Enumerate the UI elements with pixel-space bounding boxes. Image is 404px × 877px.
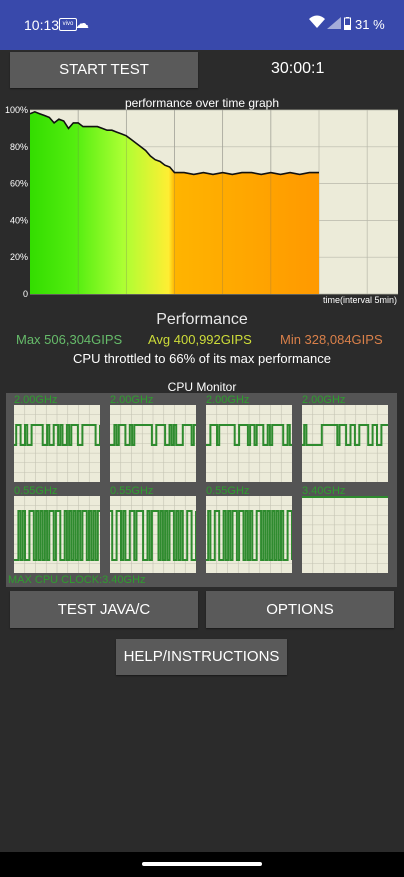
core-graph-6 <box>110 496 196 573</box>
test-java-c-button[interactable]: TEST JAVA/C <box>10 591 198 628</box>
core-graph-8 <box>302 496 388 573</box>
core-graph-2 <box>110 405 196 482</box>
avg-performance: Avg 400,992GIPS <box>148 332 252 347</box>
core-graph-7 <box>206 496 292 573</box>
core-frequency-trace <box>302 424 388 446</box>
core-graph-3 <box>206 405 292 482</box>
core-trace-canvas <box>110 496 196 573</box>
performance-line <box>29 110 319 176</box>
core-graph-1 <box>14 405 100 482</box>
graph-title: performance over time graph <box>124 96 280 110</box>
graph-y-tick-label: 100% <box>5 105 28 115</box>
help-instructions-button[interactable]: HELP/INSTRUCTIONS <box>116 639 287 675</box>
graph-y-tick-label: 60% <box>10 179 28 189</box>
core-graph-5 <box>14 496 100 573</box>
test-timer: 30:00:1 <box>271 60 325 77</box>
graph-y-tick-label: 80% <box>10 142 28 152</box>
graph-y-tick-label: 0 <box>23 289 28 299</box>
start-test-button[interactable]: START TEST <box>10 52 198 88</box>
battery-icon <box>344 17 351 30</box>
performance-graph: 100% 80% 60% 40% 20% 0 time(interval 5min) <box>5 105 398 305</box>
core-label-7: 0.55GHz <box>206 485 250 497</box>
max-performance: Max 506,304GIPS <box>16 332 123 347</box>
performance-area <box>30 111 319 294</box>
cpu-monitor-panel: 2.00GHz 2.00GHz 2.00GHz 2.00GHz 0.55GHz … <box>6 393 397 587</box>
core-label-2: 2.00GHz <box>110 394 154 406</box>
core-frequency-trace <box>14 510 100 561</box>
core-label-1: 2.00GHz <box>14 394 58 406</box>
cloud-icon: ☁ <box>75 15 89 31</box>
graph-x-axis-label: time(interval 5min) <box>323 295 397 305</box>
core-graph-4 <box>302 405 388 482</box>
core-trace-canvas <box>14 405 100 482</box>
wifi-icon <box>309 15 325 28</box>
core-label-4: 2.00GHz <box>302 394 346 406</box>
core-frequency-trace <box>110 424 196 446</box>
core-frequency-trace <box>14 424 100 446</box>
performance-title: Performance <box>156 311 248 328</box>
core-trace-canvas <box>302 405 388 482</box>
throttle-message: CPU throttled to 66% of its max performa… <box>73 351 331 366</box>
status-bar: 10:13 vivo ☁ 31 % <box>0 0 404 50</box>
max-cpu-clock: MAX CPU CLOCK:3.40GHz <box>8 574 146 586</box>
core-label-6: 0.55GHz <box>110 485 154 497</box>
core-trace-canvas <box>206 496 292 573</box>
signal-icon <box>327 17 341 29</box>
battery-percent: 31 % <box>355 17 385 32</box>
core-label-8: 3.40GHz <box>302 485 346 497</box>
cpu-monitor-title: CPU Monitor <box>167 380 237 394</box>
home-gesture-handle[interactable] <box>142 862 262 866</box>
core-label-3: 2.00GHz <box>206 394 250 406</box>
options-button[interactable]: OPTIONS <box>206 591 394 628</box>
min-performance: Min 328,084GIPS <box>280 332 383 347</box>
vivo-app-icon: vivo <box>59 18 77 31</box>
core-frequency-trace <box>206 510 292 561</box>
core-trace-canvas <box>110 405 196 482</box>
graph-y-tick-label: 40% <box>10 215 28 225</box>
graph-y-tick-label: 20% <box>10 252 28 262</box>
navigation-bar <box>0 852 404 877</box>
core-label-5: 0.55GHz <box>14 485 58 497</box>
status-time: 10:13 <box>24 17 60 33</box>
core-trace-canvas <box>206 405 292 482</box>
core-trace-canvas <box>302 496 388 573</box>
core-frequency-trace <box>206 424 292 446</box>
core-trace-canvas <box>14 496 100 573</box>
core-frequency-trace <box>110 510 196 561</box>
